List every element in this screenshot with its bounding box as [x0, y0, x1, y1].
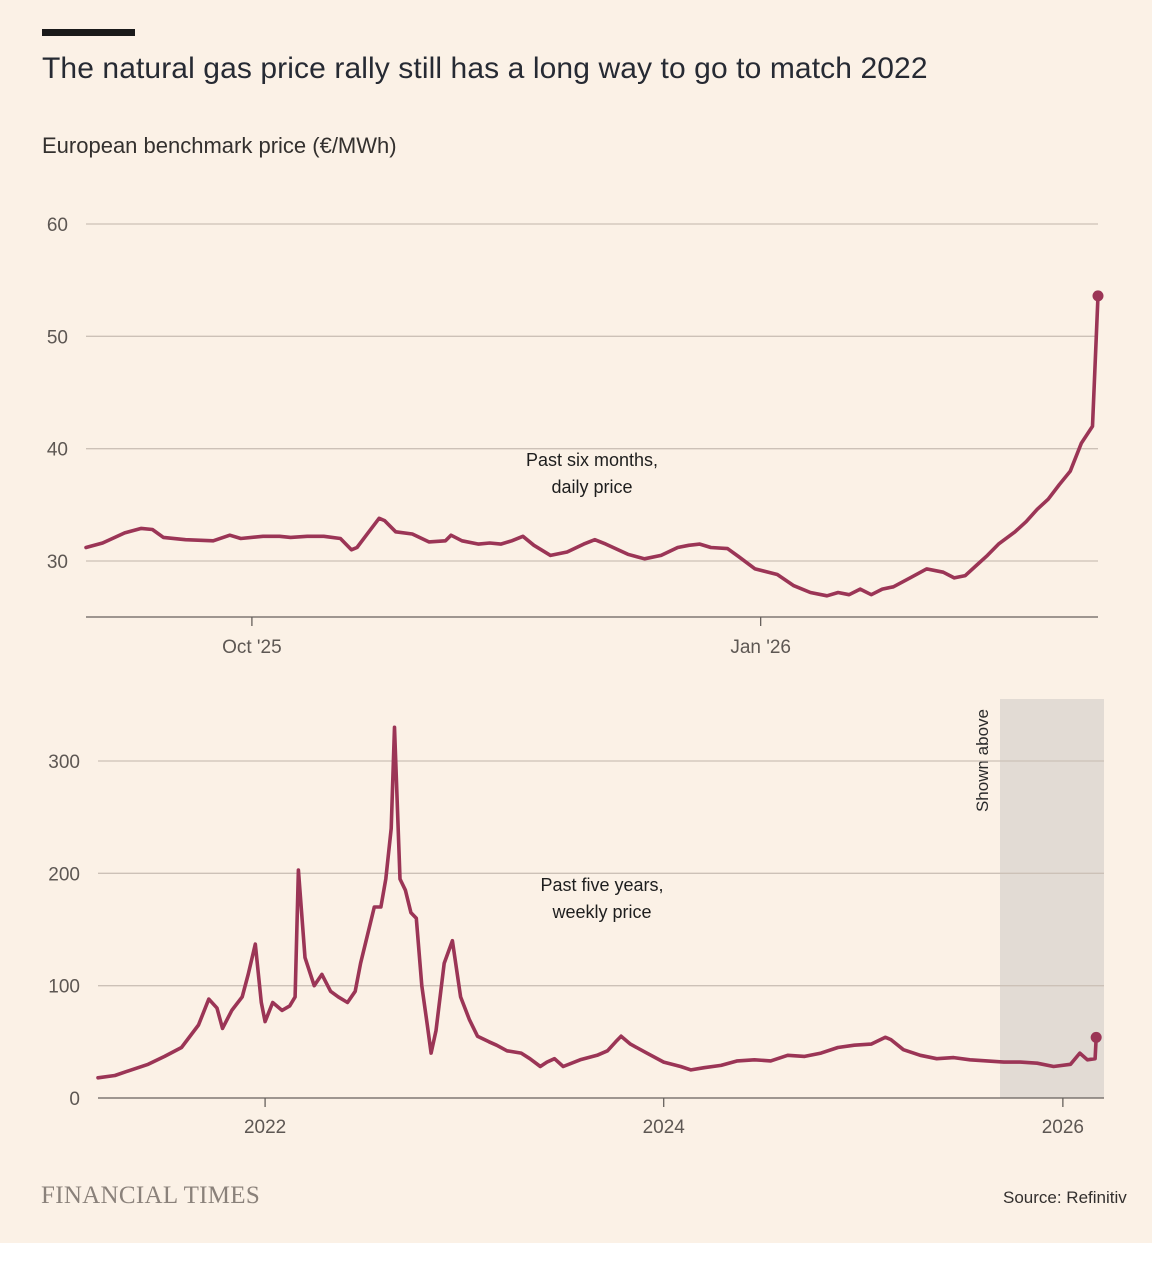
chart-title: The natural gas price rally still has a … — [42, 52, 928, 85]
charts-svg: 30 40 50 60 Oct '25 Jan '26 Past six months, da… — [47, 215, 1104, 1138]
annotation-line: weekly price — [551, 902, 651, 922]
x-tick-label: 2024 — [643, 1117, 686, 1138]
source-note: Source: Refinitiv — [1003, 1188, 1127, 1207]
y-tick-label: 50 — [47, 327, 68, 348]
x-tick-label: 2026 — [1042, 1117, 1084, 1138]
y-tick-label: 30 — [47, 552, 68, 573]
series-line — [96, 725, 1098, 1080]
x-tick-label: 2022 — [244, 1117, 286, 1138]
chart-canvas: The natural gas price rally still has a … — [0, 0, 1152, 1243]
chart-subtitle: European benchmark price (€/MWh) — [42, 133, 397, 158]
chart-panel-1: 30 40 50 60 Oct '25 Jan '26 Past six months, da… — [47, 215, 1104, 658]
annotation-line: daily price — [551, 477, 632, 497]
shaded-region — [1000, 699, 1104, 1098]
annotation-line: Past five years, — [540, 875, 663, 895]
end-point-marker — [1090, 1031, 1102, 1043]
ft-logo: FINANCIAL TIMES — [41, 1182, 261, 1209]
x-tick-label: Oct '25 — [222, 637, 282, 658]
series-line — [84, 294, 1100, 598]
y-tick-label: 40 — [47, 440, 68, 461]
y-tick-label: 300 — [48, 752, 80, 773]
header-accent-bar — [42, 29, 135, 36]
y-tick-label: 100 — [48, 977, 80, 998]
y-tick-label: 0 — [69, 1089, 80, 1110]
y-tick-label: 200 — [48, 864, 80, 885]
x-tick-label: Jan '26 — [730, 637, 791, 658]
end-point-marker — [1092, 290, 1104, 302]
y-tick-label: 60 — [47, 215, 68, 236]
annotation-line: Past six months, — [526, 450, 658, 470]
